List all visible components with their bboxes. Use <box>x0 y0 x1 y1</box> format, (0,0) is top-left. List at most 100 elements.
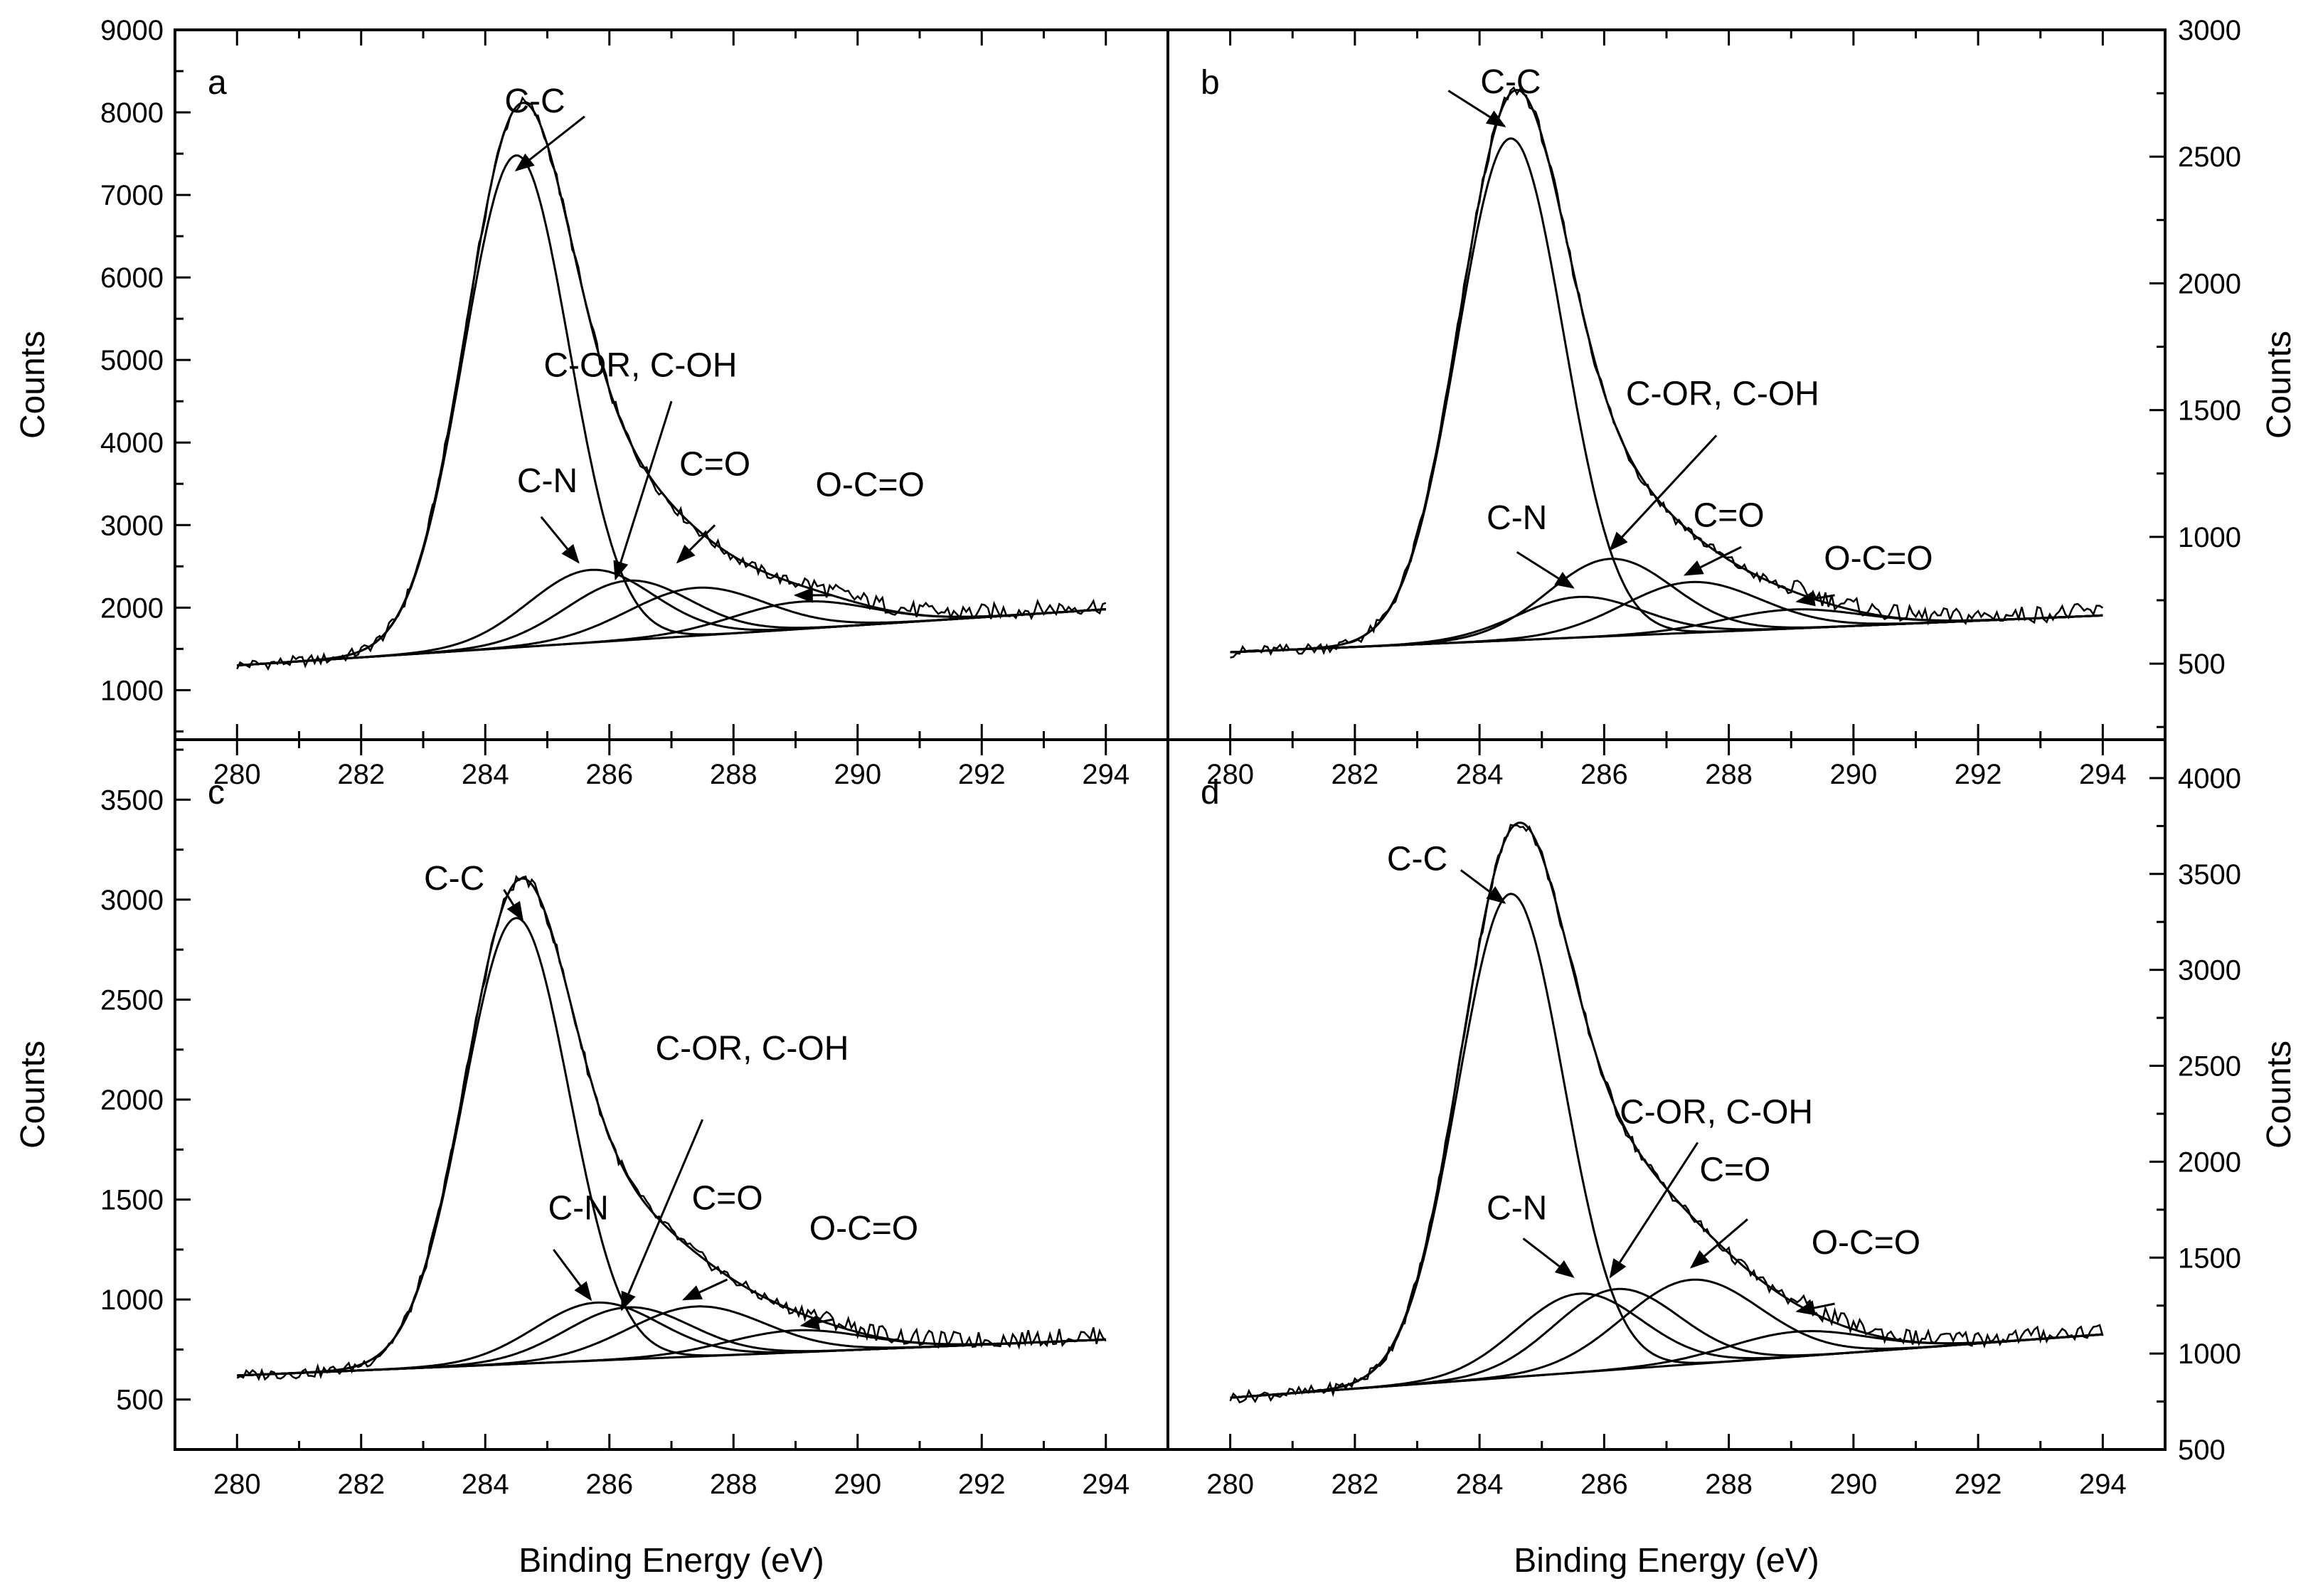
peak-label: C=O <box>1694 497 1765 535</box>
y-tick-label: 1000 <box>2178 1339 2241 1370</box>
y-tick-label: 2000 <box>2178 1147 2241 1178</box>
y-tick-label: 4000 <box>2178 763 2241 794</box>
x-tick-label: 282 <box>1331 759 1379 790</box>
y-tick-label: 3500 <box>2178 859 2241 890</box>
peak-label: C=O <box>1699 1151 1770 1188</box>
y-tick-label: 5000 <box>100 345 164 376</box>
y-tick-label: 2500 <box>2178 142 2241 173</box>
x-tick-label: 280 <box>213 759 261 790</box>
peak-arrow <box>681 1278 728 1301</box>
x-tick-label: 290 <box>834 1469 881 1500</box>
x-tick-label: 294 <box>1082 1469 1129 1500</box>
x-tick-label: 286 <box>1580 759 1628 790</box>
x-tick-label: 288 <box>1705 759 1753 790</box>
panel-b: 280 282 284 286 288 290 292 294 500 1000 1500 2000 2… <box>1166 15 2298 790</box>
peak-label: O-C=O <box>809 1210 918 1247</box>
peak-arrow <box>1683 546 1742 576</box>
x-axis-title: Binding Energy (eV) <box>519 1542 824 1580</box>
peak-arrow <box>503 889 524 922</box>
x-tick-label: 282 <box>337 759 385 790</box>
y-tick-label: 1000 <box>100 675 164 706</box>
peak-label: C=O <box>679 446 750 484</box>
x-tick-label: 288 <box>710 1469 758 1500</box>
x-tick-label: 292 <box>1955 1469 2002 1500</box>
raw-spectrum <box>236 96 1107 671</box>
raw-spectrum <box>1230 86 2104 659</box>
x-tick-label: 288 <box>710 759 758 790</box>
y-tick-label: 1000 <box>100 1284 164 1316</box>
x-tick-label: 288 <box>1705 1469 1753 1500</box>
x-tick-label: 292 <box>958 1469 1006 1500</box>
x-tick-label: 284 <box>462 759 509 790</box>
y-axis-title: Counts <box>14 331 52 439</box>
y-tick-label: 2500 <box>2178 1051 2241 1082</box>
peak-label: C-C <box>504 83 565 120</box>
y-tick-label: 500 <box>2178 1435 2226 1466</box>
peak-arrow <box>553 1248 592 1302</box>
panel-d: 280 282 284 286 288 290 292 294 500 1000 1500 2000 2… <box>1166 738 2298 1580</box>
y-tick-label: 500 <box>116 1385 164 1416</box>
x-tick-label: 294 <box>1082 759 1129 790</box>
panel-letter: b <box>1201 64 1220 102</box>
x-tick-label: 280 <box>1206 1469 1254 1500</box>
peak-label: C-N <box>548 1190 608 1228</box>
panel-letter: a <box>208 64 227 102</box>
raw-spectrum <box>236 875 1107 1381</box>
fit-envelope <box>237 877 1106 1377</box>
x-tick-label: 282 <box>1331 1469 1379 1500</box>
x-tick-label: 292 <box>958 759 1006 790</box>
panel-letter: d <box>1201 774 1220 812</box>
peak-label: C-N <box>1487 499 1547 537</box>
y-axis-title: Counts <box>2260 1041 2298 1149</box>
x-tick-label: 286 <box>585 759 633 790</box>
panel-c: 280 282 284 286 288 290 292 294 500 1000 1500 2000 2… <box>14 738 1169 1580</box>
peak-arrow <box>1516 550 1575 589</box>
y-axis-title: Counts <box>14 1041 52 1149</box>
x-tick-label: 280 <box>1206 759 1254 790</box>
panel-a: 280 282 284 286 288 290 292 294 1000 2000 3000 4000… <box>14 15 1169 790</box>
y-tick-label: 9000 <box>100 15 164 46</box>
peak-label: C-N <box>1487 1189 1547 1227</box>
y-tick-label: 2000 <box>100 592 164 624</box>
y-tick-label: 2000 <box>2178 268 2241 299</box>
peak-label: C-C <box>1480 63 1541 101</box>
peak-arrow <box>1689 1218 1748 1269</box>
peak-arrow <box>1460 869 1506 904</box>
y-tick-label: 1000 <box>2178 522 2241 553</box>
peak-label: C-N <box>517 462 578 500</box>
y-tick-label: 1500 <box>2178 1243 2241 1274</box>
y-tick-label: 3500 <box>100 784 164 816</box>
peak-arrow <box>620 1119 704 1312</box>
y-tick-label: 4000 <box>100 427 164 459</box>
peak-label: O-C=O <box>816 467 925 504</box>
x-tick-label: 282 <box>337 1469 385 1500</box>
x-axis-title: Binding Energy (eV) <box>1514 1542 1819 1580</box>
peak-label: C-C <box>424 860 484 898</box>
peak-label: C-OR, C-OH <box>1620 1093 1813 1131</box>
peak-arrow <box>1795 591 1835 607</box>
peak-arrow <box>1609 435 1718 551</box>
peak-arrow <box>1522 1238 1575 1278</box>
peak-arrow <box>1447 90 1506 127</box>
x-tick-label: 294 <box>2079 1469 2127 1500</box>
peak-label: O-C=O <box>1824 540 1933 578</box>
x-tick-label: 294 <box>2079 759 2127 790</box>
x-tick-label: 290 <box>1830 1469 1878 1500</box>
peak-label: C-OR, C-OH <box>543 346 737 384</box>
y-tick-label: 500 <box>2178 649 2226 680</box>
y-tick-label: 8000 <box>100 97 164 129</box>
y-tick-label: 3000 <box>2178 15 2241 46</box>
peak-arrow <box>1795 1300 1835 1316</box>
y-tick-label: 3000 <box>2178 955 2241 986</box>
y-tick-label: 2000 <box>100 1085 164 1116</box>
peak-label: C=O <box>692 1180 763 1218</box>
x-tick-label: 286 <box>1580 1469 1628 1500</box>
y-tick-label: 2500 <box>100 984 164 1016</box>
y-tick-label: 1500 <box>100 1185 164 1216</box>
peak-arrow <box>613 400 673 581</box>
y-tick-label: 3000 <box>100 885 164 916</box>
peak-label: C-C <box>1387 840 1447 878</box>
x-tick-label: 292 <box>1955 759 2002 790</box>
peak-arrow <box>514 115 585 171</box>
